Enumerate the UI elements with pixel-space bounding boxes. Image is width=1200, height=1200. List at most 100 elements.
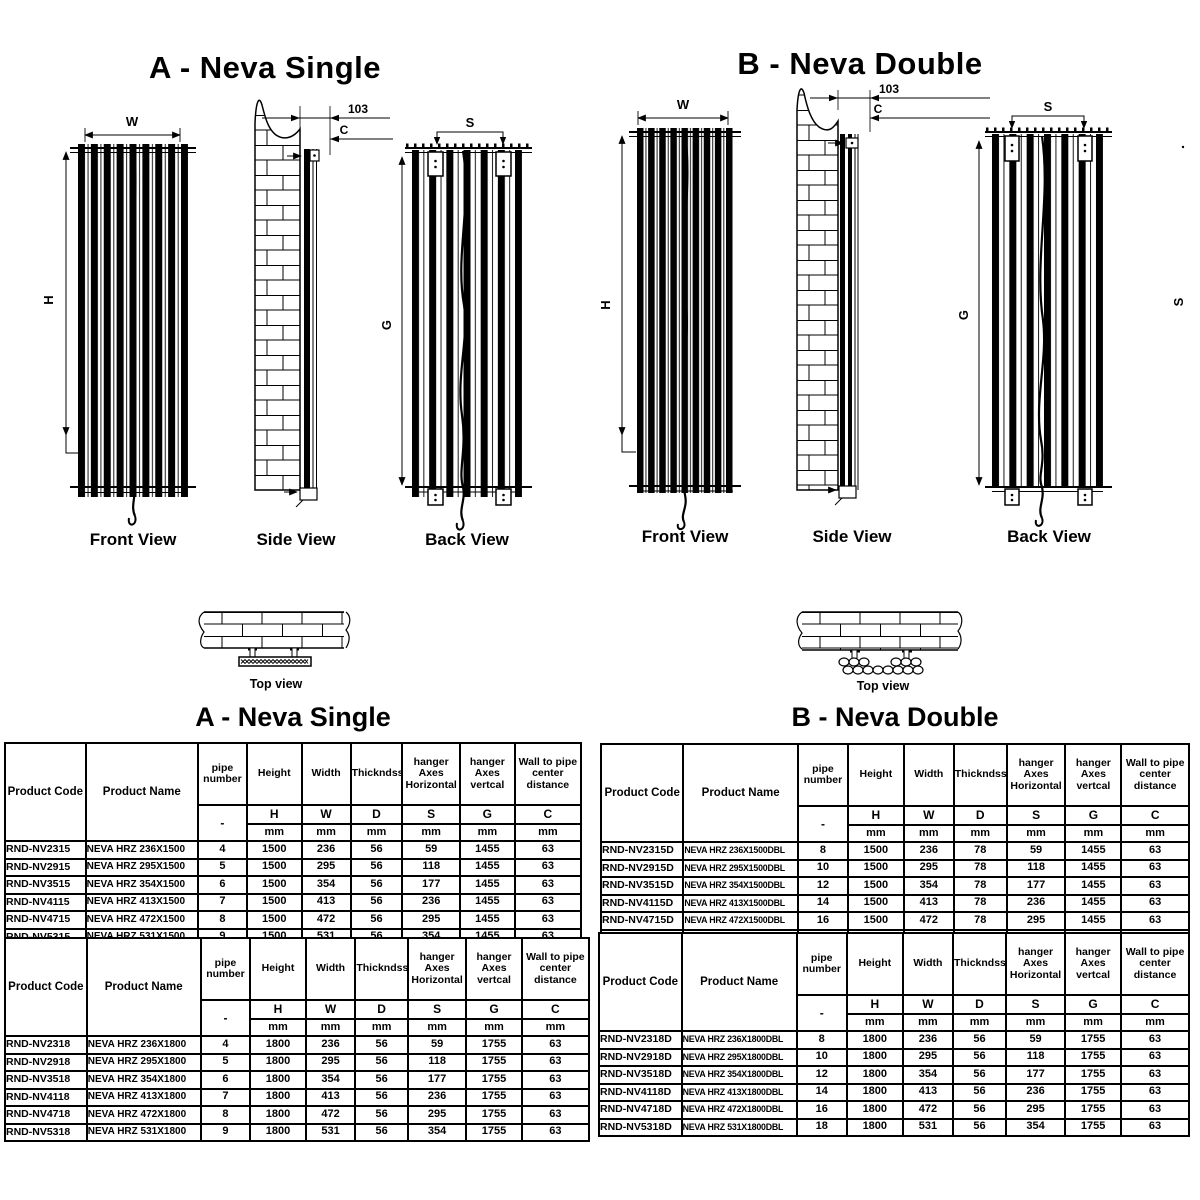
table-row: RND-NV3515 NEVA HRZ 354X1500 6 1500 354 … — [4, 875, 583, 895]
table-row: RND-NV3515D NEVA HRZ 354X1500DBL 12 1500… — [599, 876, 1190, 896]
width-cell: 354 — [300, 875, 352, 895]
sym-s: S — [406, 999, 468, 1020]
hanger-vertical-cell: 1455 — [458, 857, 516, 877]
product-code-cell: RND-NV2318 — [4, 1035, 88, 1055]
hanger-horizontal-cell: 295 — [1005, 1100, 1067, 1120]
thickness-cell: 56 — [349, 840, 404, 860]
unit-mm: mm — [304, 1018, 357, 1037]
col-pipe-number: pipe number — [795, 932, 848, 996]
wall-distance-cell: 63 — [1120, 893, 1190, 913]
sym-c: C — [513, 804, 583, 825]
unit-mm: mm — [1064, 1013, 1123, 1032]
table-row: RND-NV4115D NEVA HRZ 413X1500DBL 14 1500… — [599, 893, 1190, 913]
thickness-cell: 56 — [354, 1035, 409, 1055]
col-product-code: Product Code — [4, 937, 88, 1037]
product-name-cell: NEVA HRZ 472X1500DBL — [682, 911, 799, 931]
wall-distance-cell: 63 — [1120, 876, 1190, 896]
sym-g: G — [465, 999, 523, 1020]
unit-mm: mm — [520, 1018, 591, 1037]
front-view-double: W H — [600, 97, 741, 530]
unit-mm: mm — [1064, 824, 1123, 843]
thickness-cell: 78 — [952, 858, 1008, 878]
unit-row: mm mm mm mm mm mm — [5, 1018, 591, 1037]
hanger-vertical-cell: 1755 — [465, 1122, 523, 1142]
hanger-horizontal-cell: 295 — [1005, 911, 1067, 931]
product-code-cell: RND-NV4118D — [598, 1082, 683, 1102]
unit-mm: mm — [845, 1013, 904, 1032]
sym-g: G — [1064, 805, 1123, 826]
height-cell: 1800 — [249, 1035, 307, 1055]
col-height: Height — [845, 932, 904, 996]
col-hanger-vertical: hanger Axes vertcal — [1064, 932, 1123, 996]
pipe-number-cell: 10 — [796, 858, 849, 878]
product-name-cell: NEVA HRZ 354X1500 — [84, 875, 199, 895]
wall-distance-cell: 63 — [513, 910, 583, 930]
wall-distance-cell: 63 — [520, 1105, 591, 1125]
unit-mm: mm — [1005, 1013, 1067, 1032]
product-name-cell: NEVA HRZ 472X1800 — [85, 1105, 202, 1125]
hanger-vertical-cell: 1455 — [458, 875, 516, 895]
dim-label-g: G — [956, 310, 971, 320]
pipe-number-cell: 8 — [196, 910, 248, 930]
top-view-single: Top view — [196, 611, 352, 691]
wall-distance-cell: 63 — [1120, 1082, 1190, 1102]
col-wall-distance: Wall to pipe center distance — [513, 742, 583, 806]
hanger-vertical-cell: 1755 — [1064, 1030, 1123, 1050]
product-code-cell: RND-NV5318 — [4, 1122, 88, 1142]
hanger-horizontal-cell: 59 — [401, 840, 461, 860]
unit-mm: mm — [1120, 1013, 1190, 1032]
table-row: RND-NV5318 NEVA HRZ 531X1800 9 1800 531 … — [4, 1122, 591, 1142]
product-code-cell: RND-NV4715D — [599, 911, 685, 931]
product-code-cell: RND-NV2915D — [599, 858, 685, 878]
col-hanger-vertical: hanger Axes vertcal — [1064, 743, 1123, 807]
dim-label-103: 103 — [879, 82, 899, 96]
width-cell: 472 — [901, 1100, 954, 1120]
thickness-cell: 78 — [952, 876, 1008, 896]
hanger-vertical-cell: 1455 — [1064, 893, 1123, 913]
hanger-vertical-cell: 1755 — [1064, 1100, 1123, 1120]
pipe-number-cell: 16 — [796, 911, 849, 931]
product-name-cell: NEVA HRZ 413X1500 — [84, 892, 199, 912]
side-view-single: 103 C — [254, 99, 393, 508]
col-width: Width — [300, 742, 352, 806]
sym-d: D — [354, 999, 409, 1020]
wall-distance-cell: 63 — [513, 892, 583, 912]
side-view-label: Side View — [256, 530, 336, 549]
symbol-row: - H W D S G C — [5, 999, 591, 1037]
product-name-cell: NEVA HRZ 236X1800 — [85, 1035, 202, 1055]
height-cell: 1800 — [845, 1030, 904, 1050]
col-height: Height — [846, 743, 905, 807]
header-row: Product Code Product Name pipe number He… — [599, 743, 1190, 843]
col-product-name: Product Name — [680, 932, 798, 1032]
product-name-cell: NEVA HRZ 472X1500 — [84, 910, 199, 930]
product-code-cell: RND-NV3515D — [599, 876, 685, 896]
product-code-cell: RND-NV2315 — [4, 840, 87, 860]
height-cell: 1800 — [845, 1065, 904, 1085]
back-view-single: S G — [379, 115, 532, 531]
unit-mm: mm — [245, 823, 303, 842]
pipe-number-cell: 10 — [795, 1047, 848, 1067]
pipe-number-cell: 8 — [796, 841, 849, 861]
hanger-horizontal-cell: 118 — [401, 857, 461, 877]
product-code-cell: RND-NV4115D — [599, 893, 685, 913]
unit-mm: mm — [249, 1018, 307, 1037]
pipe-number-cell: 7 — [199, 1087, 252, 1107]
product-code-cell: RND-NV4715 — [4, 910, 87, 930]
col-wall-distance: Wall to pipe center distance — [1120, 743, 1190, 807]
pipe-number-cell: 7 — [196, 892, 248, 912]
product-name-cell: NEVA HRZ 354X1800DBL — [680, 1065, 798, 1085]
product-code-cell: RND-NV2315D — [599, 841, 685, 861]
thickness-cell: 78 — [952, 893, 1008, 913]
hanger-vertical-cell: 1455 — [1064, 911, 1123, 931]
height-cell: 1500 — [846, 911, 905, 931]
col-product-name: Product Name — [85, 937, 202, 1037]
col-width: Width — [902, 743, 955, 807]
wall-distance-cell: 63 — [520, 1052, 591, 1072]
width-cell: 354 — [901, 1065, 954, 1085]
wall-distance-cell: 63 — [520, 1070, 591, 1090]
sym-h: H — [249, 999, 307, 1020]
product-name-cell: NEVA HRZ 413X1500DBL — [682, 893, 799, 913]
height-cell: 1500 — [245, 892, 303, 912]
col-pipe-number: pipe number — [796, 743, 849, 807]
unit-mm: mm — [349, 823, 404, 842]
